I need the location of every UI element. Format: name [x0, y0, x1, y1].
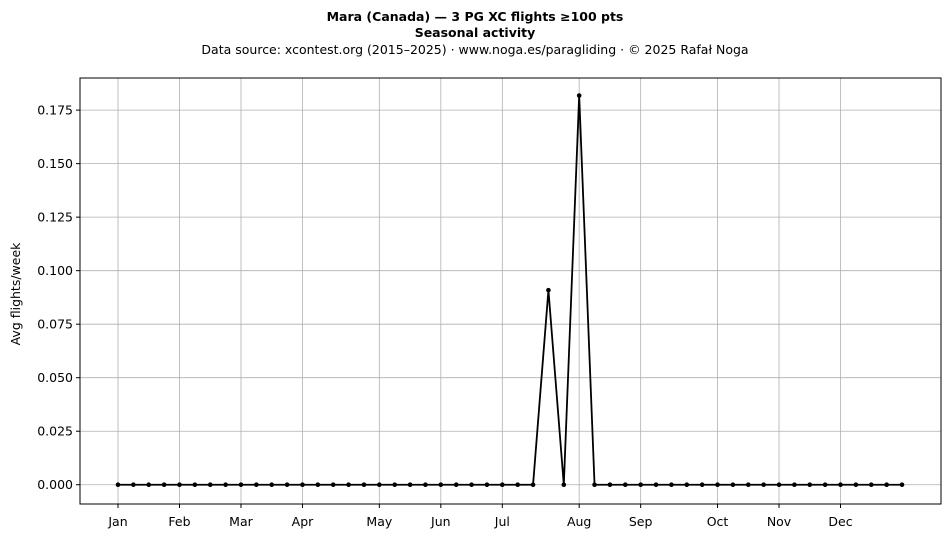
- data-point: [438, 482, 444, 488]
- chart-source-line: Data source: xcontest.org (2015–2025) · …: [201, 42, 749, 57]
- data-point: [407, 482, 413, 488]
- y-axis-label: Avg flights/week: [8, 242, 23, 346]
- x-tick-label: Apr: [292, 514, 314, 529]
- x-axis: Jan Feb Mar Apr May Jun Jul Aug Sep Oct Nov Dec: [107, 504, 853, 529]
- y-tick-label: 0.125: [37, 210, 73, 225]
- data-point: [592, 482, 597, 488]
- data-point: [669, 482, 674, 488]
- data-point: [792, 482, 797, 488]
- plot-frame: [79, 77, 942, 505]
- data-point: [546, 287, 551, 293]
- data-point: [300, 482, 305, 488]
- data-point: [269, 482, 275, 488]
- data-point: [346, 482, 351, 488]
- data-point: [530, 482, 536, 488]
- data-point: [131, 482, 136, 488]
- x-tick-label: Feb: [168, 514, 190, 529]
- data-point: [330, 482, 336, 488]
- y-tick-label: 0.075: [37, 317, 73, 332]
- data-point: [638, 482, 643, 488]
- y-axis: 0.000 0.025 0.050 0.075 0.100 0.125 0.150 0.175: [37, 103, 80, 492]
- y-tick-label: 0.000: [37, 477, 73, 492]
- x-tick-label: Dec: [828, 514, 852, 529]
- data-point: [776, 482, 782, 488]
- data-point: [807, 482, 813, 488]
- data-point: [899, 482, 905, 488]
- x-tick-label: Aug: [567, 514, 591, 529]
- data-point: [453, 482, 459, 488]
- x-tick-label: Nov: [767, 514, 792, 529]
- y-tick-label: 0.150: [37, 156, 73, 171]
- data-point: [146, 482, 152, 488]
- data-point: [699, 482, 705, 488]
- data-point: [761, 482, 766, 488]
- data-point: [653, 482, 659, 488]
- y-tick-label: 0.100: [37, 263, 73, 278]
- data-point: [884, 482, 889, 488]
- x-tick-label: Jan: [107, 514, 127, 529]
- data-point: [622, 482, 628, 488]
- data-point: [361, 482, 367, 488]
- data-point: [207, 482, 213, 488]
- data-point: [822, 482, 828, 488]
- data-point: [223, 482, 228, 488]
- data-point: [853, 482, 859, 488]
- data-point: [868, 482, 874, 488]
- chart-title-block: Mara (Canada) — 3 PG XC flights ≥100 pts…: [0, 9, 950, 59]
- x-tick-label: Mar: [229, 514, 253, 529]
- x-tick-label: May: [366, 514, 392, 529]
- y-tick-label: 0.175: [37, 103, 73, 118]
- data-point: [238, 482, 244, 488]
- data-point: [377, 482, 382, 488]
- data-point: [500, 482, 505, 488]
- x-tick-label: Sep: [629, 514, 653, 529]
- data-point: [192, 482, 198, 488]
- y-tick-label: 0.050: [37, 370, 73, 385]
- chart-title: Mara (Canada) — 3 PG XC flights ≥100 pts: [326, 9, 624, 24]
- x-tick-label: Jun: [430, 514, 451, 529]
- data-point: [484, 482, 490, 488]
- data-point: [392, 482, 398, 488]
- data-point: [423, 482, 428, 488]
- data-point: [607, 482, 613, 488]
- grid-lines: [80, 78, 941, 504]
- data-point: [561, 482, 567, 488]
- x-tick-label: Oct: [707, 514, 729, 529]
- data-point: [838, 482, 843, 488]
- data-point: [115, 482, 121, 488]
- data-point: [254, 482, 259, 488]
- x-tick-label: Jul: [494, 514, 510, 529]
- y-tick-label: 0.025: [37, 424, 73, 439]
- data-point: [177, 482, 182, 488]
- data-point: [469, 482, 474, 488]
- data-point: [684, 482, 690, 488]
- data-point: [576, 93, 582, 98]
- data-point: [284, 482, 290, 488]
- data-point: [745, 482, 751, 488]
- data-point: [315, 482, 321, 488]
- data-point: [161, 482, 167, 488]
- series-line: [118, 95, 902, 486]
- chart-subtitle: Seasonal activity: [414, 25, 536, 40]
- data-point: [715, 482, 720, 488]
- data-point: [515, 482, 520, 488]
- data-point: [730, 482, 736, 488]
- series-group: [115, 93, 905, 488]
